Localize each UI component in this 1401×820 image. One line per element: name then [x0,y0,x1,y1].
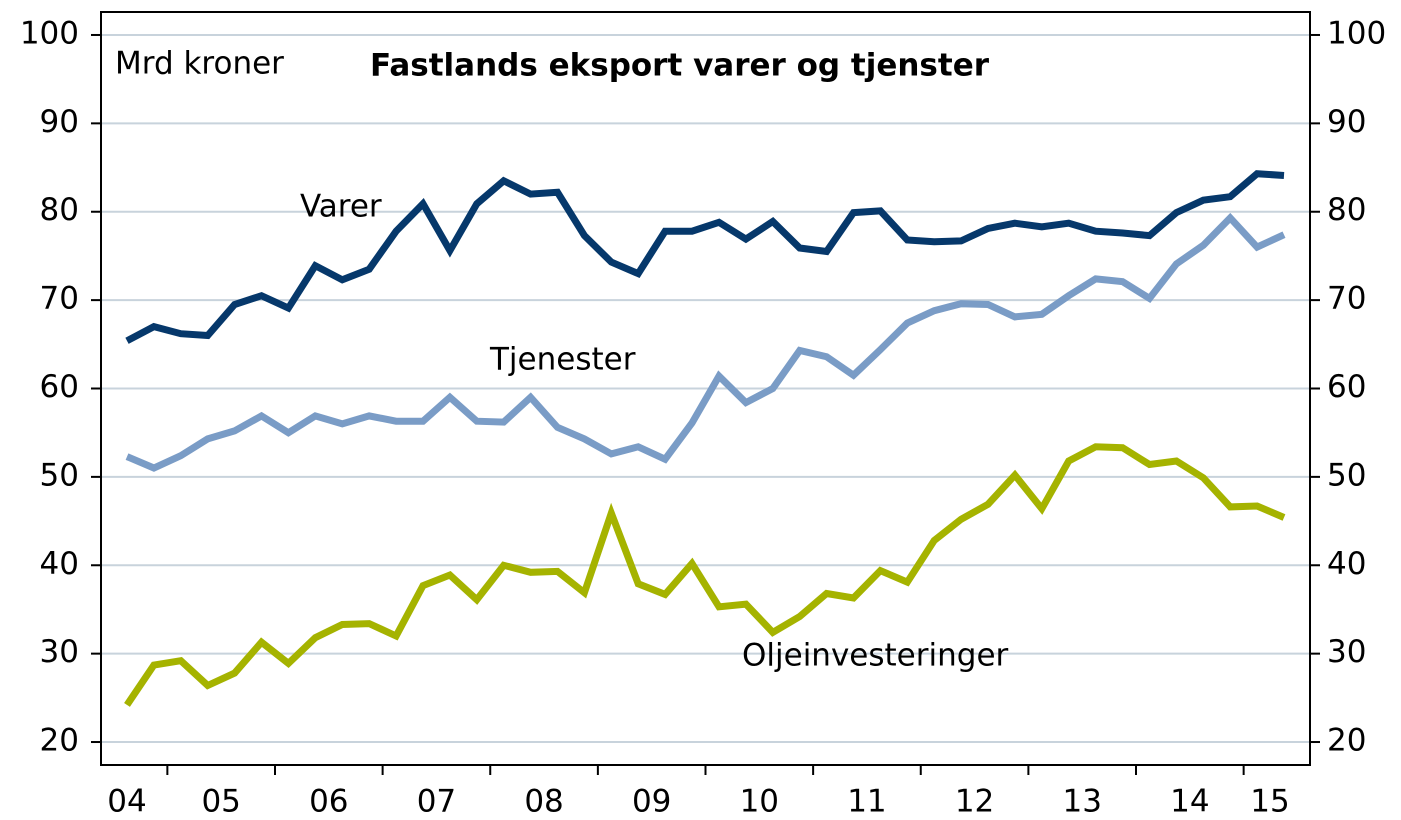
x-tick-label: 10 [740,784,779,820]
y2-tick-label: 80 [1327,192,1366,228]
x-tick-label: 14 [1170,784,1209,820]
series-label: Varer [300,189,382,225]
y2-tick-label: 90 [1327,104,1366,140]
x-tick-label: 05 [201,784,240,820]
y-tick-label: 60 [40,369,79,405]
y-tick-label: 80 [40,192,79,228]
y2-tick-label: 60 [1327,369,1366,405]
y-tick-label: 30 [40,634,79,670]
x-tick-label: 08 [524,784,563,820]
y-tick-label: 100 [20,15,79,51]
x-tick-label: 11 [847,784,886,820]
x-tick-label: 13 [1062,784,1101,820]
y-axis-label: Mrd kroner [115,46,284,82]
y2-tick-label: 70 [1327,281,1366,317]
y2-tick-label: 30 [1327,634,1366,670]
y2-tick-label: 20 [1327,723,1366,759]
x-tick-label: 06 [309,784,348,820]
chart-title: Fastlands eksport varer og tjenster [370,48,990,84]
y-tick-label: 90 [40,104,79,140]
lines [124,170,1286,707]
y2-tick-label: 50 [1327,457,1366,493]
series-line [124,443,1286,707]
y2-tick-label: 100 [1327,15,1386,51]
series-label: Oljeinvesteringer [742,638,1009,674]
y-tick-label: 40 [40,546,79,582]
series-label: Tjenester [489,342,636,378]
y2-tick-label: 40 [1327,546,1366,582]
series-line [125,212,1286,472]
x-tick-label: 15 [1250,784,1289,820]
x-tick-label: 09 [632,784,671,820]
grid [101,33,1310,744]
x-tick-label: 12 [955,784,994,820]
x-tick-label: 07 [417,784,456,820]
x-tick-label: 04 [107,784,146,820]
series-line [125,170,1285,344]
y-tick-label: 20 [40,723,79,759]
y-tick-label: 50 [40,457,79,493]
y-tick-label: 70 [40,281,79,317]
